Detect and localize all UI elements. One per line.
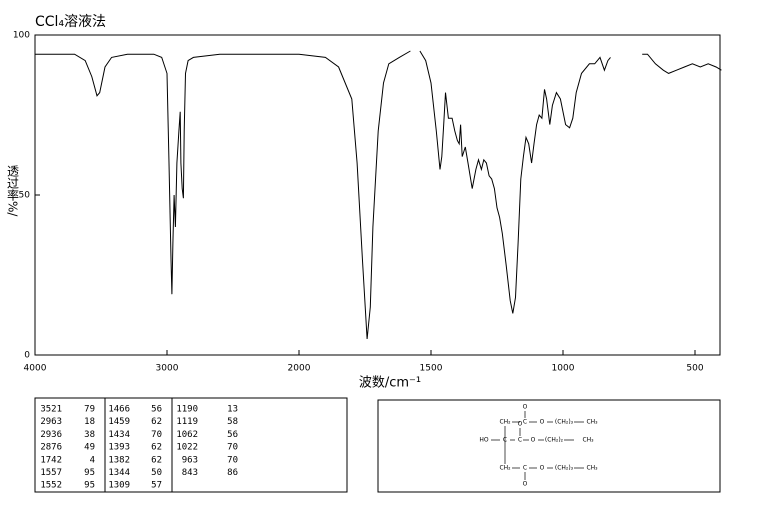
peak-table-cell: 1022 <box>176 443 198 453</box>
structure-label: (CH₂)₃ <box>555 465 574 472</box>
peak-table-cell: 1552 <box>40 481 62 491</box>
peak-table-cell: 1742 <box>40 455 62 465</box>
structure-label: C <box>523 465 527 472</box>
y-tick-label: 100 <box>13 31 30 41</box>
peak-table-cell: 56 <box>227 430 238 440</box>
peak-table-cell: 13 <box>227 405 238 415</box>
peak-table-cell: 62 <box>151 417 162 427</box>
peak-table-cell: 86 <box>227 468 238 478</box>
chart-title: CCl₄溶液法 <box>35 14 106 30</box>
peak-table-cell: 49 <box>84 443 95 453</box>
peak-table-cell: 38 <box>84 430 95 440</box>
peak-table-cell: 1344 <box>108 468 130 478</box>
structure-label: C <box>503 437 507 444</box>
peak-table-cell: 1190 <box>176 405 198 415</box>
spectrum-line <box>35 50 722 340</box>
structure-label: CH₂ <box>499 419 511 426</box>
peak-table-cell: 50 <box>151 468 162 478</box>
x-tick-label: 3000 <box>156 364 179 374</box>
structure-label: (CH₂)₂ <box>545 437 564 444</box>
structure-label: O <box>540 465 545 472</box>
structure-label: C <box>518 437 522 444</box>
y-tick-label: 0 <box>24 351 30 361</box>
structure-label: HO <box>479 437 489 444</box>
structure-label: (CH₂)₃ <box>555 419 574 426</box>
peak-table-cell: 1466 <box>108 405 130 415</box>
x-tick-label: 4000 <box>24 364 47 374</box>
peak-table-cell: 4 <box>90 455 95 465</box>
peak-table-frame <box>34 397 348 493</box>
peak-table-cell: 70 <box>151 430 162 440</box>
x-tick-label: 1500 <box>420 364 443 374</box>
x-tick-label: 500 <box>686 364 703 374</box>
peak-table-cell: 56 <box>151 405 162 415</box>
x-axis-label: 波数/cm⁻¹ <box>359 376 421 391</box>
peak-table-cell: 1382 <box>108 455 130 465</box>
peak-table-cell: 79 <box>84 405 95 415</box>
plot-frame <box>34 34 721 356</box>
structure-label: O <box>523 404 528 411</box>
structure-label: O <box>531 437 536 444</box>
peak-table-cell: 1434 <box>108 430 130 440</box>
peak-table-cell: 58 <box>227 417 238 427</box>
peak-table-cell: 57 <box>151 481 162 491</box>
peak-table-cell: 70 <box>227 443 238 453</box>
peak-table-cell: 2936 <box>40 430 62 440</box>
structure-bonds <box>491 411 584 480</box>
y-axis-label: 透过率%/ <box>6 165 20 218</box>
peak-table-cell: 95 <box>84 481 95 491</box>
peak-table-cell: 1119 <box>176 417 198 427</box>
peak-table-cell: 963 <box>182 455 198 465</box>
structure-label: C <box>523 419 527 426</box>
peak-table-cell: 2963 <box>40 417 62 427</box>
peak-table-cell: 3521 <box>40 405 62 415</box>
peak-table-cell: 70 <box>227 455 238 465</box>
structure-label: O <box>540 419 545 426</box>
peak-table-cell: 1393 <box>108 443 130 453</box>
peak-table-cell: 1557 <box>40 468 62 478</box>
peak-table-cell: 1062 <box>176 430 198 440</box>
structure-label: CH₃ <box>582 437 594 444</box>
y-tick-label: 50 <box>19 191 31 201</box>
structure-label: O <box>523 481 528 488</box>
structure-label: O <box>518 421 523 428</box>
peak-table-cell: 62 <box>151 455 162 465</box>
peak-table-cell: 1309 <box>108 481 130 491</box>
structure-label: CH₃ <box>586 419 598 426</box>
peak-table-cell: 2876 <box>40 443 62 453</box>
peak-table-cell: 18 <box>84 417 95 427</box>
peak-table-cell: 843 <box>182 468 198 478</box>
peak-table-cell: 1459 <box>108 417 130 427</box>
x-tick-label: 1000 <box>552 364 575 374</box>
peak-table-cell: 62 <box>151 443 162 453</box>
x-tick-label: 2000 <box>288 364 311 374</box>
structure-frame <box>377 399 721 493</box>
structure-label: CH₃ <box>586 465 598 472</box>
peak-table-cell: 95 <box>84 468 95 478</box>
structure-label: CH₂ <box>499 465 511 472</box>
